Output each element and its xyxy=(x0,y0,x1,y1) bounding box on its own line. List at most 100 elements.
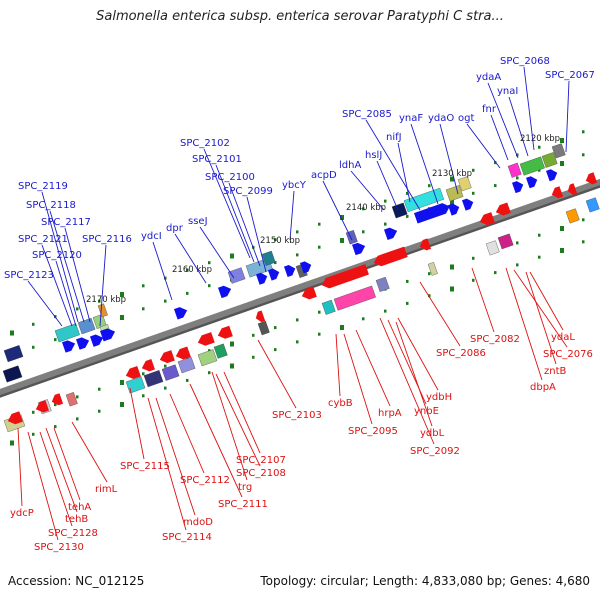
minus-gene-label-leader xyxy=(215,373,261,467)
tick-dot xyxy=(54,338,57,342)
tick-dot xyxy=(318,222,321,226)
minus-gene-label-leader xyxy=(45,427,78,513)
plus-gene-label: ogt xyxy=(458,113,474,124)
plus-strand-arrow xyxy=(90,334,104,347)
minus-gene-label: SPC_2092 xyxy=(410,446,460,457)
feature-block xyxy=(445,185,464,202)
minus-strand-arrow xyxy=(51,393,64,406)
feature-block xyxy=(227,267,246,284)
tick-dot xyxy=(120,292,124,297)
plus-gene-label-leader xyxy=(152,241,173,301)
tick-dot xyxy=(318,332,321,336)
minus-gene-label: tehB xyxy=(65,514,88,525)
feature-block xyxy=(345,230,358,245)
plus-gene-label-leader xyxy=(228,182,261,267)
plus-strand-arrow xyxy=(256,272,268,285)
minus-gene-label: SPC_2095 xyxy=(348,426,398,437)
tick-dot xyxy=(208,284,211,288)
tick-dot xyxy=(120,380,124,385)
feature-block xyxy=(391,202,408,219)
minus-strand-arrow xyxy=(301,286,317,300)
minus-gene-label: SPC_2086 xyxy=(436,348,486,359)
minus-strand-arrow xyxy=(567,183,578,195)
tick-dot xyxy=(538,233,541,237)
feature-block xyxy=(161,364,180,381)
tick-dot xyxy=(516,263,519,267)
plus-strand-arrow xyxy=(352,242,366,256)
tick-dot xyxy=(560,226,564,231)
feature-block xyxy=(585,197,600,213)
feature-block xyxy=(427,262,438,276)
tick-dot xyxy=(208,261,211,265)
minus-gene-label: SPC_2128 xyxy=(48,528,98,539)
minus-gene-label-leader xyxy=(223,371,261,454)
minus-gene-label-leader xyxy=(395,321,433,427)
minus-gene-label-leader xyxy=(355,329,391,407)
minus-gene-label-leader xyxy=(155,397,196,516)
plus-gene-label-leader xyxy=(350,170,385,211)
minus-gene-label: ydbH xyxy=(426,392,452,403)
minus-strand-arrow xyxy=(159,350,175,364)
tick-dot xyxy=(406,214,409,218)
plus-gene-label-leader xyxy=(376,160,399,211)
plus-strand-arrow xyxy=(268,268,280,281)
tick-dot xyxy=(384,309,387,313)
minus-gene-label-leader xyxy=(189,383,243,498)
plus-gene-label-leader xyxy=(523,66,535,151)
tick-dot xyxy=(582,130,585,134)
plus-strand-arrow xyxy=(174,307,188,320)
tick-dot xyxy=(186,291,189,295)
plus-gene-label-leader xyxy=(49,210,85,323)
minus-gene-label: cybB xyxy=(328,398,353,409)
plus-strand-arrow xyxy=(218,285,232,299)
feature-block xyxy=(457,176,472,192)
minus-strand-arrow xyxy=(321,264,369,289)
tick-dot xyxy=(120,402,124,407)
plus-gene-label: acpD xyxy=(311,170,337,181)
tick-dot xyxy=(340,325,344,330)
minus-strand-arrow xyxy=(495,202,511,216)
feature-block xyxy=(507,162,522,178)
tick-dot xyxy=(230,363,234,369)
feature-block xyxy=(77,317,96,335)
plus-gene-label: hslJ xyxy=(365,150,382,161)
plus-gene-label: ybcY xyxy=(282,180,307,191)
feature-block xyxy=(551,143,566,159)
gene-arrows xyxy=(7,169,598,425)
tick-dot xyxy=(318,245,321,249)
tick-dot xyxy=(142,394,145,398)
tick-dot xyxy=(538,145,541,149)
tick-dot xyxy=(428,184,431,188)
minus-gene-label-leader xyxy=(419,281,461,347)
tick-dot xyxy=(582,218,585,222)
minus-gene-label: ydaL xyxy=(551,332,575,343)
plus-gene-label-leader xyxy=(27,280,63,327)
tick-dot xyxy=(32,345,35,349)
tick-dot xyxy=(362,230,365,234)
plus-gene-label: dpr xyxy=(166,223,184,234)
tick-dot xyxy=(142,284,145,288)
tick-dot xyxy=(98,387,101,391)
tick-dot xyxy=(76,307,79,311)
plus-strand-arrow xyxy=(76,337,90,350)
tick-dot xyxy=(230,341,234,347)
minus-gene-label: SPC_2103 xyxy=(272,410,322,421)
tick-dot xyxy=(296,253,299,257)
tick-dot xyxy=(406,301,409,305)
feature-block xyxy=(519,156,545,176)
plus-gene-label-leader xyxy=(490,114,509,161)
tick-dot xyxy=(428,294,431,298)
minus-gene-label-leader xyxy=(211,371,248,481)
tick-dot xyxy=(582,240,585,244)
tick-dot xyxy=(318,310,321,314)
plus-gene-label-leader xyxy=(565,80,570,153)
minus-gene-label-leader xyxy=(17,427,23,507)
minus-gene-label-leader xyxy=(471,267,495,333)
tick-dot xyxy=(428,272,431,276)
tick-dot xyxy=(142,372,145,376)
minus-gene-label: SPC_2107 xyxy=(236,455,286,466)
tick-dot xyxy=(274,326,277,330)
tick-dot xyxy=(274,348,277,352)
feature-block xyxy=(375,276,390,292)
